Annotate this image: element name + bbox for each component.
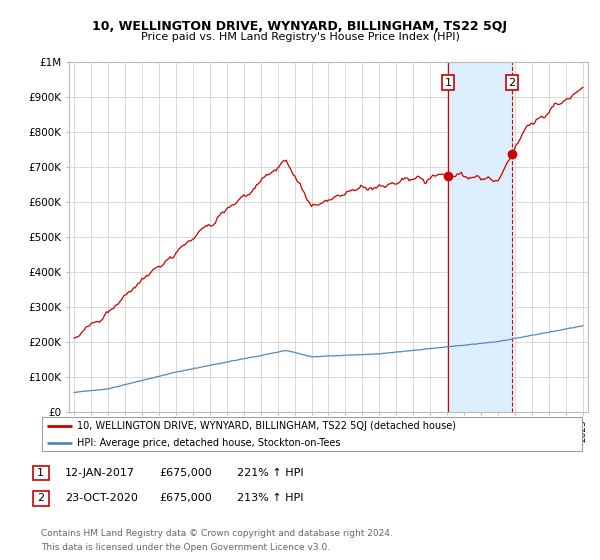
Text: £675,000: £675,000 xyxy=(159,493,212,503)
Text: £675,000: £675,000 xyxy=(159,468,212,478)
Text: 2: 2 xyxy=(37,493,44,503)
Text: 213% ↑ HPI: 213% ↑ HPI xyxy=(237,493,304,503)
Text: 23-OCT-2020: 23-OCT-2020 xyxy=(65,493,137,503)
Text: HPI: Average price, detached house, Stockton-on-Tees: HPI: Average price, detached house, Stoc… xyxy=(77,438,341,449)
Text: 12-JAN-2017: 12-JAN-2017 xyxy=(65,468,135,478)
Text: 1: 1 xyxy=(445,78,451,87)
Text: This data is licensed under the Open Government Licence v3.0.: This data is licensed under the Open Gov… xyxy=(41,543,330,552)
Bar xyxy=(448,62,512,412)
Text: Price paid vs. HM Land Registry's House Price Index (HPI): Price paid vs. HM Land Registry's House … xyxy=(140,32,460,43)
Text: 2: 2 xyxy=(508,78,515,87)
Text: 221% ↑ HPI: 221% ↑ HPI xyxy=(237,468,304,478)
Text: 1: 1 xyxy=(37,468,44,478)
Text: 10, WELLINGTON DRIVE, WYNYARD, BILLINGHAM, TS22 5QJ (detached house): 10, WELLINGTON DRIVE, WYNYARD, BILLINGHA… xyxy=(77,421,456,431)
Text: Contains HM Land Registry data © Crown copyright and database right 2024.: Contains HM Land Registry data © Crown c… xyxy=(41,529,392,538)
Text: 10, WELLINGTON DRIVE, WYNYARD, BILLINGHAM, TS22 5QJ: 10, WELLINGTON DRIVE, WYNYARD, BILLINGHA… xyxy=(92,20,508,32)
